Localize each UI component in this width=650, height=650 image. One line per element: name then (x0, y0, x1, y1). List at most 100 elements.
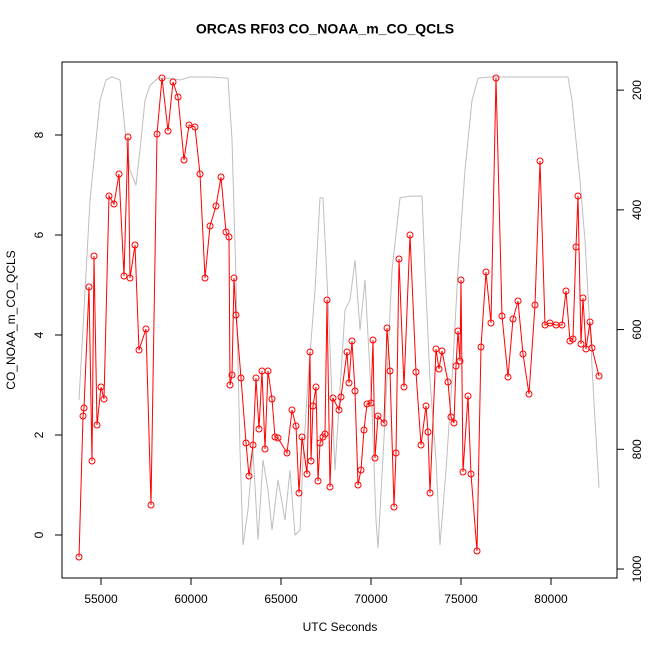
data-point (120, 272, 128, 280)
data-point (261, 445, 269, 453)
data-point (504, 373, 512, 381)
y2-tick-label: 800 (630, 439, 644, 459)
data-point (75, 553, 83, 561)
data-point (459, 468, 467, 476)
data-point (321, 430, 329, 438)
data-point (400, 383, 408, 391)
x-tick-label: 75000 (444, 592, 478, 606)
data-point (309, 402, 317, 410)
data-point (185, 121, 193, 129)
data-point (212, 202, 220, 210)
data-point (348, 337, 356, 345)
data-point (473, 547, 481, 555)
plot-box (61, 61, 618, 579)
data-point (164, 127, 172, 135)
data-point (432, 345, 440, 353)
data-point (249, 441, 257, 449)
data-point (191, 123, 199, 131)
data-point (422, 402, 430, 410)
data-point (135, 346, 143, 354)
data-point (274, 434, 282, 442)
data-point (180, 156, 188, 164)
x-tick-label: 80000 (534, 592, 568, 606)
data-point (519, 350, 527, 358)
data-point (323, 296, 331, 304)
data-point (412, 368, 420, 376)
data-point (558, 321, 566, 329)
data-point (395, 255, 403, 263)
data-point (303, 470, 311, 478)
data-point (169, 78, 177, 86)
data-point (487, 319, 495, 327)
data-point (343, 348, 351, 356)
data-point (406, 231, 414, 239)
data-point (124, 133, 132, 141)
data-point (586, 318, 594, 326)
data-point (100, 395, 108, 403)
chart-title: ORCAS RF03 CO_NOAA_m_CO_QCLS (196, 21, 454, 37)
x-axis-label: UTC Seconds (303, 620, 378, 634)
data-point (115, 170, 123, 178)
data-point (196, 170, 204, 178)
data-point (426, 489, 434, 497)
y-tick-label: 2 (32, 431, 46, 438)
data-point (222, 228, 230, 236)
data-point (158, 74, 166, 82)
data-point (454, 327, 462, 335)
y2-tick-label: 1000 (630, 555, 644, 582)
data-point (228, 371, 236, 379)
x-tick-label: 55000 (84, 592, 118, 606)
data-point (531, 301, 539, 309)
data-point (307, 457, 315, 465)
data-point (482, 268, 490, 276)
data-point (447, 413, 455, 421)
x-tick-label: 65000 (264, 592, 298, 606)
y-tick-label: 6 (32, 231, 46, 238)
data-point (392, 449, 400, 457)
data-point (579, 294, 587, 302)
data-point (424, 428, 432, 436)
data-point (131, 241, 139, 249)
data-point (525, 390, 533, 398)
data-point (345, 379, 353, 387)
data-point (153, 130, 161, 138)
data-point (85, 283, 93, 291)
data-point (335, 406, 343, 414)
data-point (354, 481, 362, 489)
data-point (316, 439, 324, 447)
y2-tick-label: 400 (630, 200, 644, 220)
data-point (271, 433, 279, 441)
data-point (326, 483, 334, 491)
data-point (230, 274, 238, 282)
data-point (268, 395, 276, 403)
data-point (288, 406, 296, 414)
data-point (79, 412, 87, 420)
data-point (464, 392, 472, 400)
y2-tick-label: 200 (630, 80, 644, 100)
data-point (110, 200, 118, 208)
data-point (577, 340, 585, 348)
data-point (255, 425, 263, 433)
data-point (360, 426, 368, 434)
data-point (147, 501, 155, 509)
data-point (450, 419, 458, 427)
data-point (174, 93, 182, 101)
y-tick-label: 8 (32, 131, 46, 138)
data-point (217, 173, 225, 181)
data-point (492, 74, 500, 82)
data-point (80, 404, 88, 412)
data-point (369, 336, 377, 344)
data-point (569, 335, 577, 343)
y2-tick-label: 600 (630, 319, 644, 339)
data-point (546, 319, 554, 327)
data-point (126, 274, 134, 282)
data-point (562, 287, 570, 295)
data-point (380, 419, 388, 427)
data-point (498, 312, 506, 320)
data-point (444, 378, 452, 386)
data-point (357, 466, 365, 474)
data-point (588, 344, 596, 352)
data-point (595, 372, 603, 380)
data-point (292, 422, 300, 430)
data-point (232, 311, 240, 319)
